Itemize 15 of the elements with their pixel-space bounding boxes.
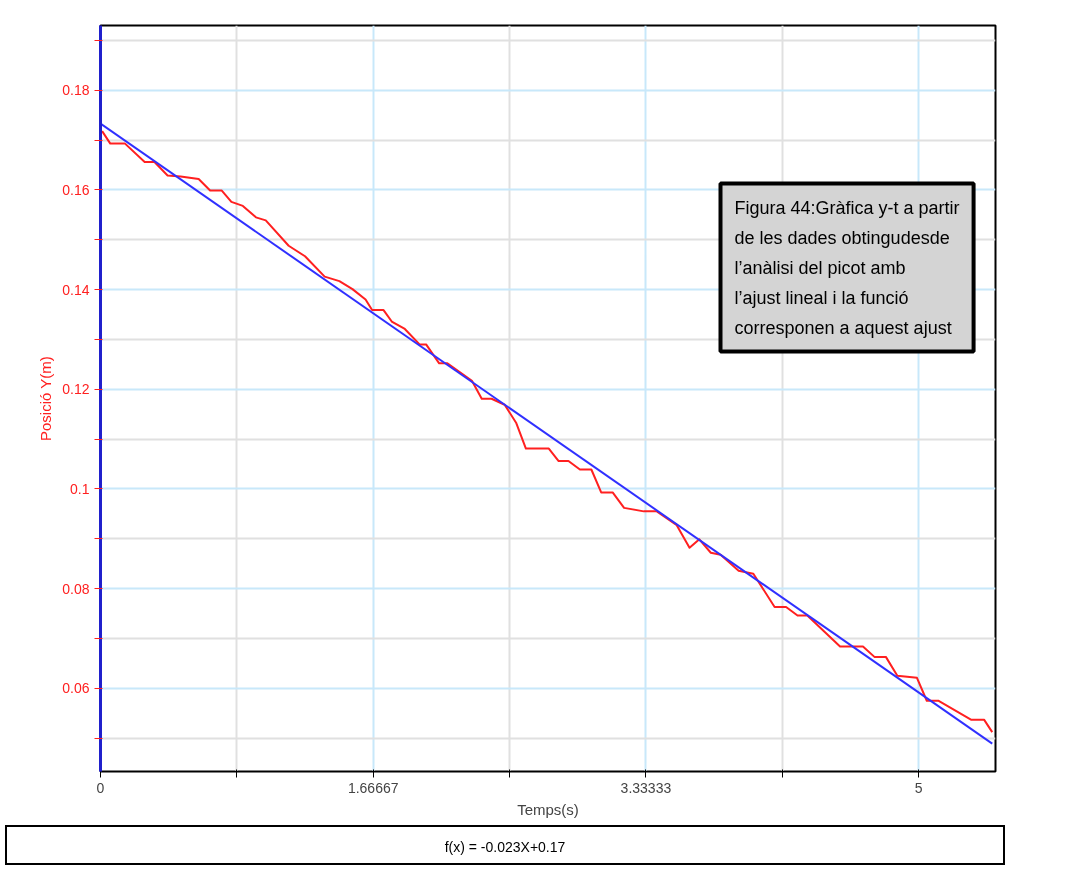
annotation: Figura 44:Gràfica y-t a partir de les dades obtingudesde l’anàlisi del picot amb l’ajust lineal i la funció corresponen a aquest ajust: [734, 197, 960, 338]
text: f(x) = -0.023X+0.17: [444, 838, 566, 857]
y-tick-label: 0.14: [62, 281, 90, 298]
y-tick-label: 0.18: [62, 82, 90, 99]
x-axis-title: Temps(s): [517, 800, 579, 818]
y-axis-title: Posició Y(m): [37, 356, 55, 442]
y-tick-label: 0.16: [62, 181, 90, 198]
y-tick-label: 0.06: [62, 680, 90, 697]
x-tick-label: 5: [914, 779, 923, 796]
x-tick-label: 1.66667: [347, 779, 399, 796]
x-tick-label: 3.33333: [620, 779, 672, 796]
x-tick-label: 0: [96, 779, 105, 796]
y-tick-label: 0.1: [70, 480, 90, 497]
y-tick-label: 0.12: [62, 381, 90, 398]
y-tick-label: 0.08: [62, 580, 90, 597]
